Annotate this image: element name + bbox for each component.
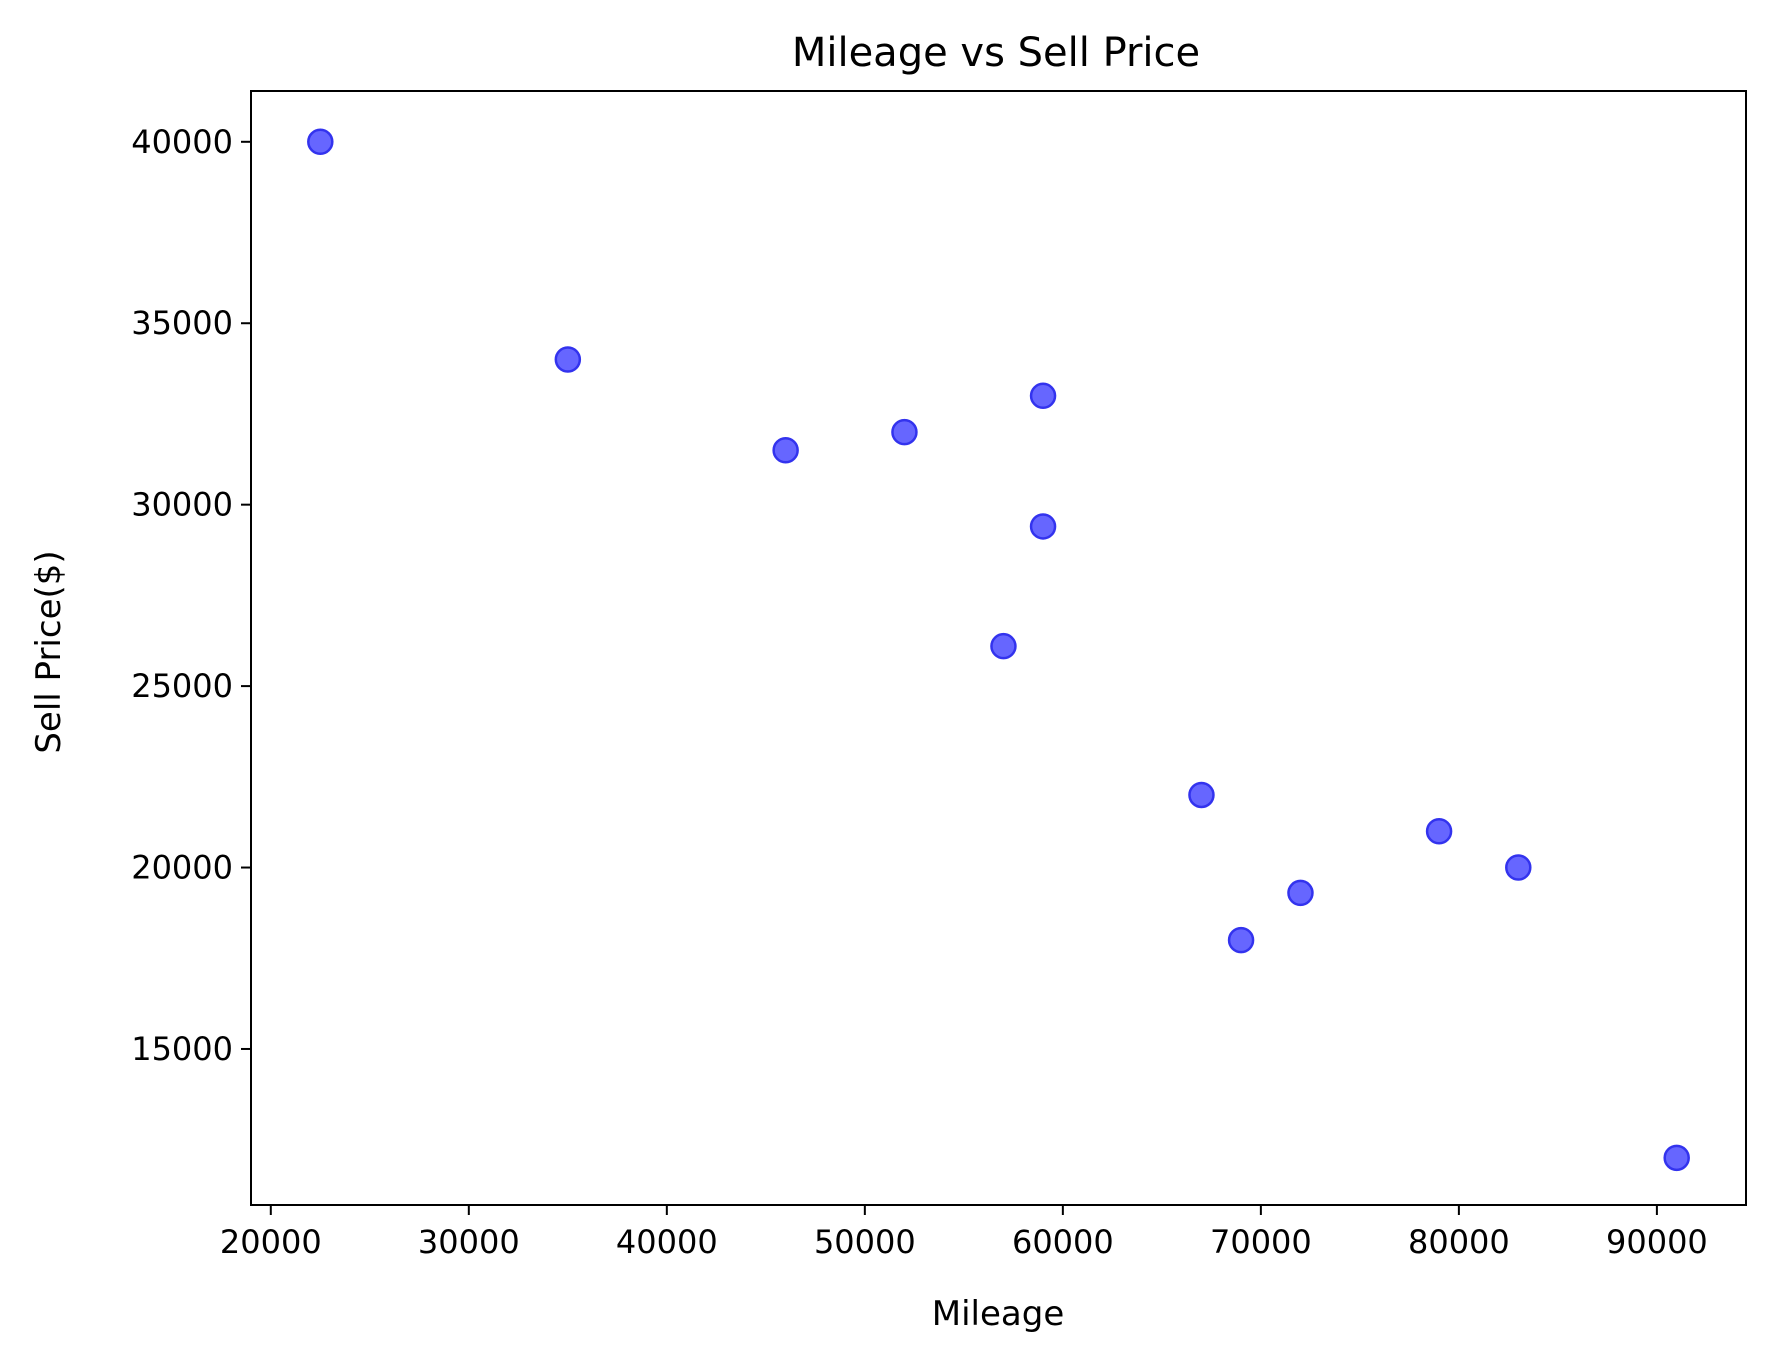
x-axis: 20000 30000 40000 50000 60000 70000 80000 90000 <box>220 1205 1708 1261</box>
x-tick-label: 80000 <box>1408 1223 1510 1261</box>
data-point <box>1505 854 1532 881</box>
data-point <box>1188 781 1215 809</box>
chart-title: Mileage vs Sell Price <box>792 30 1200 76</box>
data-point <box>1287 879 1314 907</box>
data-point <box>1029 382 1057 410</box>
data-points <box>307 128 1690 1172</box>
x-tick-label: 20000 <box>220 1223 322 1261</box>
data-point <box>772 436 799 464</box>
y-tick-label: 25000 <box>131 667 233 705</box>
x-tick-label: 50000 <box>814 1223 916 1261</box>
data-point <box>1425 817 1453 845</box>
x-axis-label: Mileage <box>932 1294 1064 1334</box>
x-tick-label: 60000 <box>1012 1223 1114 1261</box>
plot-frame <box>250 90 1747 1206</box>
y-tick-label: 30000 <box>131 486 233 524</box>
y-tick-label: 35000 <box>131 304 233 342</box>
data-point <box>1227 926 1255 954</box>
x-tick-label: 40000 <box>616 1223 718 1261</box>
data-point <box>1663 1144 1690 1172</box>
y-tick-label: 40000 <box>131 123 233 161</box>
y-axis-label: Sell Price($) <box>29 550 69 753</box>
data-point <box>990 632 1017 660</box>
y-tick-label: 15000 <box>131 1030 233 1068</box>
y-tick-label: 20000 <box>131 849 233 887</box>
data-point <box>891 418 918 446</box>
x-tick-label: 90000 <box>1606 1223 1708 1261</box>
data-point <box>554 346 582 373</box>
x-tick-label: 30000 <box>418 1223 520 1261</box>
data-point <box>307 128 334 156</box>
y-axis: 15000 20000 25000 30000 35000 40000 <box>131 123 251 1068</box>
x-tick-label: 70000 <box>1210 1223 1312 1261</box>
data-point <box>1029 513 1057 540</box>
